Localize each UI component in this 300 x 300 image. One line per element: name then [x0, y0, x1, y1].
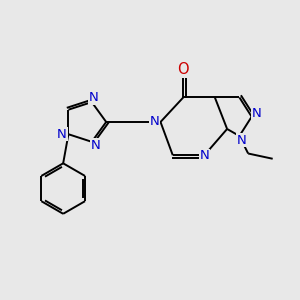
Text: N: N — [149, 116, 159, 128]
Text: O: O — [178, 62, 189, 77]
Text: N: N — [88, 92, 98, 104]
Text: N: N — [252, 107, 262, 120]
Text: N: N — [236, 134, 246, 147]
Text: N: N — [57, 128, 67, 141]
Text: N: N — [90, 139, 100, 152]
Text: N: N — [200, 149, 209, 163]
